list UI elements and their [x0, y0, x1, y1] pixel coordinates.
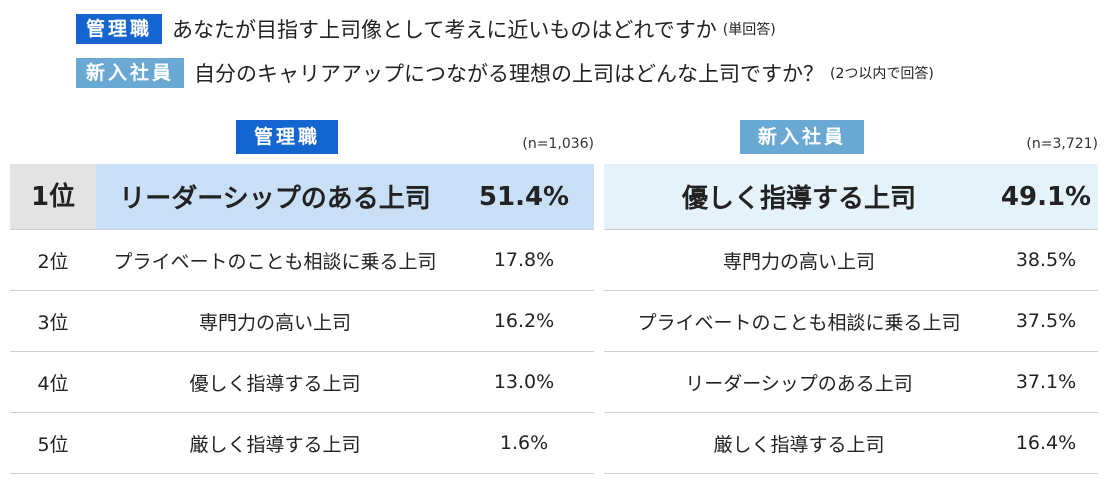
table-row: 優しく指導する上司 49.1%	[604, 164, 1098, 230]
label-cell: リーダーシップのある上司	[119, 184, 431, 214]
question-manager: 管理職 あなたが目指す上司像として考えに近いものはどれですか (単回答)	[76, 14, 776, 44]
value-cell: 51.4%	[478, 181, 570, 212]
table-row: プライベートのことも相談に乗る上司 37.5%	[604, 291, 1098, 352]
table-row: 厳しく指導する上司 16.4%	[604, 413, 1098, 474]
table-row: 4位 優しく指導する上司 13.0%	[10, 352, 594, 413]
question-new-employee: 新入社員 自分のキャリアアップにつながる理想の上司はどんな上司ですか？ (2つ以…	[76, 58, 934, 88]
label-cell: リーダーシップのある上司	[685, 372, 913, 395]
label-cell: 厳しく指導する上司	[189, 433, 361, 456]
question-new-employee-note: (2つ以内で回答)	[830, 66, 934, 82]
table-row: 2位 プライベートのことも相談に乗る上司 17.8%	[10, 230, 594, 291]
table-row: 1位 リーダーシップのある上司 51.4%	[10, 164, 594, 230]
manager-sample-size: (n=1,036)	[522, 136, 594, 152]
manager-badge: 管理職	[76, 14, 163, 44]
question-new-employee-text: 自分のキャリアアップにつながる理想の上司はどんな上司ですか？	[194, 62, 825, 86]
table-row: 5位 厳しく指導する上司 1.6%	[10, 413, 594, 474]
value-cell: 38.5%	[1015, 249, 1077, 271]
new-employee-table-title: 新入社員	[740, 120, 865, 154]
label-cell: 厳しく指導する上司	[713, 433, 885, 456]
new-employee-sample-size: (n=3,721)	[1026, 136, 1098, 152]
rank-cell: 1位	[10, 164, 96, 229]
value-cell: 16.4%	[1015, 432, 1077, 454]
label-cell: 優しく指導する上司	[681, 184, 916, 214]
rank-cell: 2位	[37, 250, 69, 273]
value-cell: 37.5%	[1015, 310, 1077, 332]
question-manager-note: (単回答)	[722, 22, 776, 38]
label-cell: 優しく指導する上司	[189, 372, 361, 395]
new-employee-badge: 新入社員	[76, 58, 185, 88]
manager-table-title: 管理職	[236, 120, 339, 154]
label-cell: プライベートのことも相談に乗る上司	[113, 250, 437, 273]
label-cell: プライベートのことも相談に乗る上司	[637, 311, 961, 334]
table-row: 専門力の高い上司 38.5%	[604, 230, 1098, 291]
value-cell: 37.1%	[1015, 371, 1077, 393]
label-cell: 専門力の高い上司	[722, 250, 875, 273]
question-manager-text: あなたが目指す上司像として考えに近いものはどれですか	[172, 18, 717, 42]
label-cell: 専門力の高い上司	[198, 311, 351, 334]
rank-cell: 4位	[37, 372, 69, 395]
value-cell: 49.1%	[1000, 181, 1092, 212]
value-cell: 1.6%	[499, 432, 549, 454]
table-row: 3位 専門力の高い上司 16.2%	[10, 291, 594, 352]
rank-cell: 5位	[37, 433, 69, 456]
table-row: リーダーシップのある上司 37.1%	[604, 352, 1098, 413]
value-cell: 13.0%	[493, 371, 555, 393]
value-cell: 17.8%	[493, 249, 555, 271]
rank-cell: 3位	[37, 311, 69, 334]
value-cell: 16.2%	[493, 310, 555, 332]
